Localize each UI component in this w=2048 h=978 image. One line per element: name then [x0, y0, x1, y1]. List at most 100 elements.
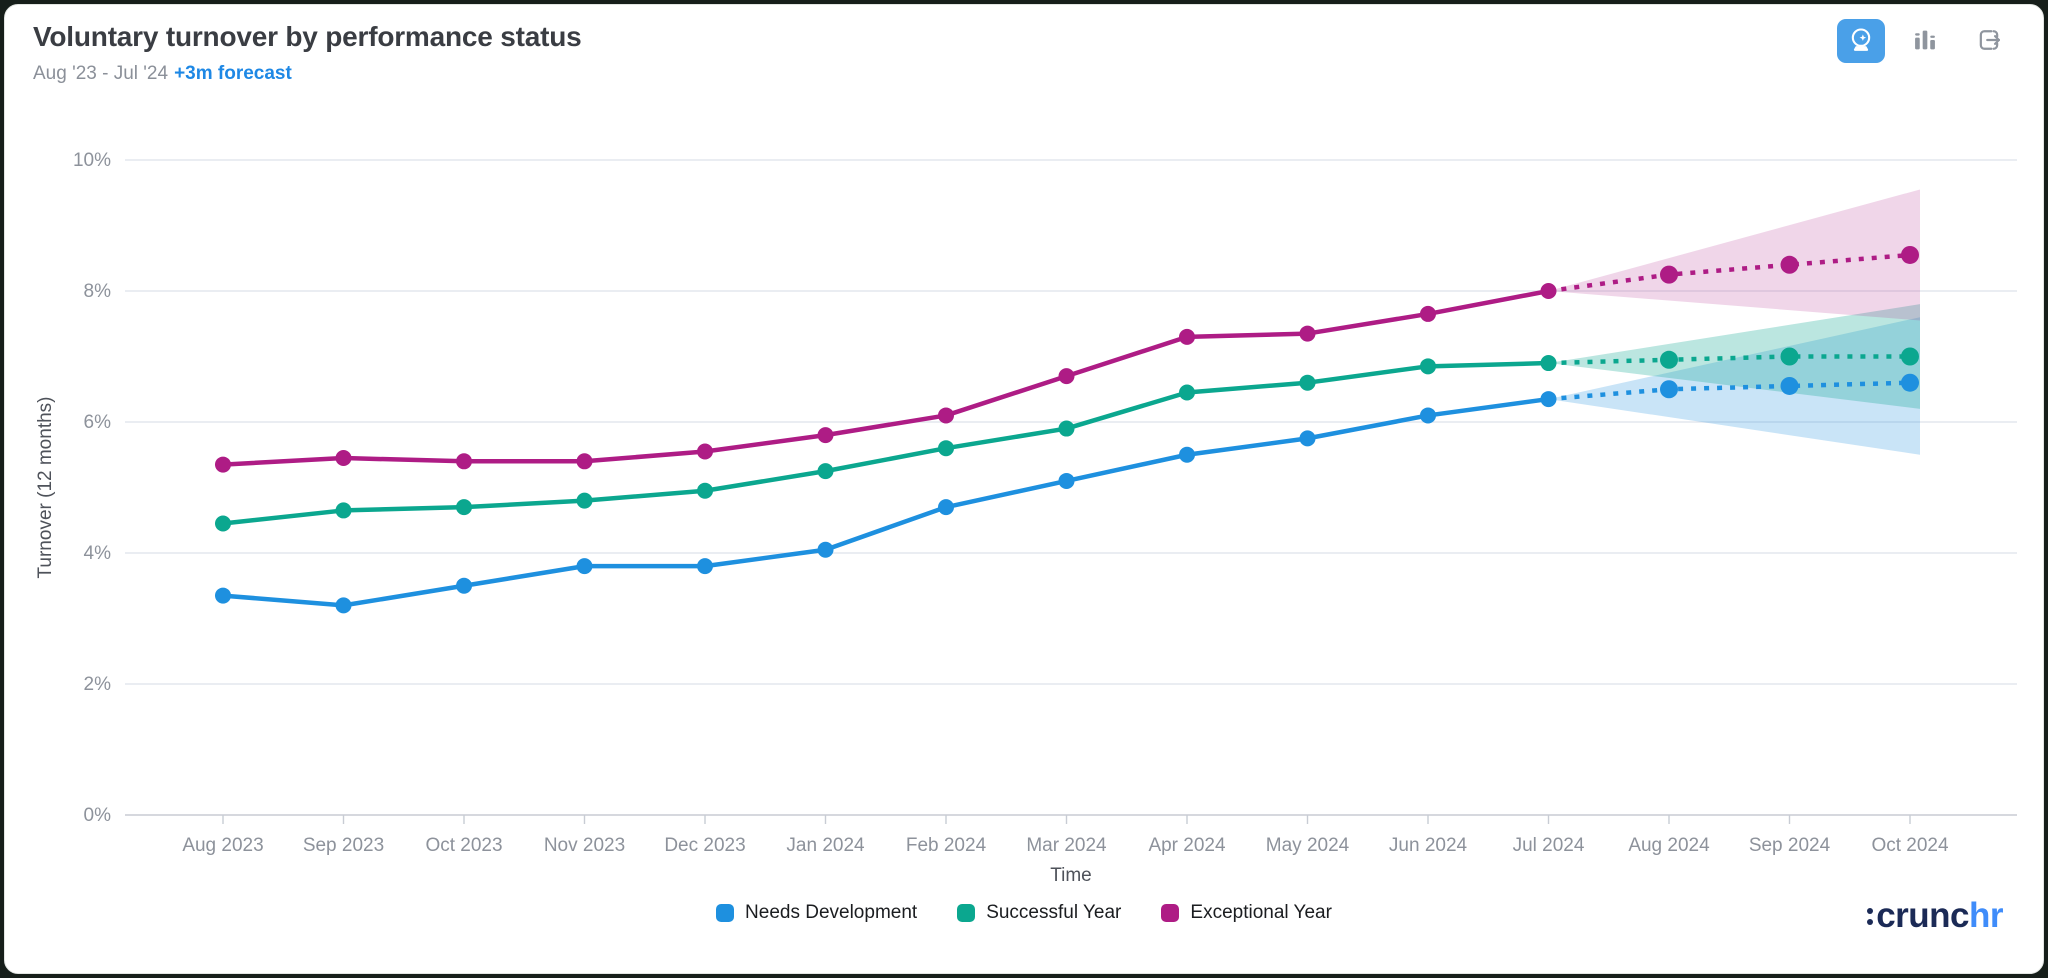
dot-exceptional-year-jun-2024[interactable] — [1420, 305, 1436, 322]
dot-exceptional-year-oct-2023[interactable] — [456, 453, 472, 470]
dot-needs-development-sep-2023[interactable] — [335, 597, 352, 614]
dot-exceptional-year-sep-2024[interactable] — [1780, 255, 1799, 274]
forecast-line-successful-year — [1548, 354, 1910, 366]
legend-item-exceptional-year[interactable]: Exceptional Year — [1161, 902, 1332, 924]
toolbar — [1837, 19, 2013, 63]
x-tick-label: Jun 2024 — [1389, 835, 1468, 856]
y-axis-title: Turnover (12 months) — [35, 397, 56, 579]
y-tick-label: 2% — [84, 674, 112, 695]
export-icon — [1975, 26, 2003, 57]
x-tick-label: Aug 2023 — [182, 835, 263, 856]
dot-needs-development-nov-2023[interactable] — [576, 558, 593, 575]
dot-successful-year-nov-2023[interactable] — [576, 492, 593, 509]
dot-exceptional-year-jul-2024[interactable] — [1540, 283, 1557, 299]
crunchr-logo: crunc hr — [1867, 896, 2004, 936]
dot-successful-year-jun-2024[interactable] — [1420, 358, 1436, 375]
x-tick-label: Sep 2023 — [303, 835, 384, 856]
x-tick-label: Oct 2023 — [425, 835, 502, 856]
chart-card: 0% 2% 4% 6% 8% 10% Aug 2023 Sep 2023 Oct 2023 Nov… — [4, 4, 2044, 974]
dot-needs-development-dec-2023[interactable] — [697, 558, 713, 575]
dot-exceptional-year-jan-2024[interactable] — [817, 427, 834, 444]
dot-needs-development-jul-2024[interactable] — [1540, 391, 1557, 408]
crystal-ball-icon — [1847, 26, 1875, 57]
dot-needs-development-jun-2024[interactable] — [1420, 407, 1436, 424]
legend: Needs Development Successful Year Except… — [5, 902, 2043, 924]
dot-successful-year-oct-2024[interactable] — [1901, 347, 1919, 366]
dot-successful-year-jan-2024[interactable] — [817, 463, 834, 480]
legend-item-needs-development[interactable]: Needs Development — [716, 902, 917, 924]
line-needs-development — [220, 396, 1551, 608]
crunchr-logo-dots-icon — [1867, 907, 1874, 925]
dot-successful-year-aug-2023[interactable] — [215, 515, 231, 532]
dot-exceptional-year-apr-2024[interactable] — [1179, 328, 1195, 345]
dot-needs-development-sep-2024[interactable] — [1780, 376, 1799, 395]
chart-header: Voluntary turnover by performance status… — [33, 21, 582, 85]
legend-swatch-successful-year — [957, 904, 976, 922]
dot-exceptional-year-oct-2024[interactable] — [1901, 245, 1919, 264]
forecast-line-exceptional-year — [1548, 252, 1911, 294]
dot-successful-year-feb-2024[interactable] — [938, 440, 954, 457]
x-tick-label: Sep 2024 — [1749, 835, 1831, 856]
dot-exceptional-year-nov-2023[interactable] — [576, 453, 593, 470]
dot-exceptional-year-feb-2024[interactable] — [938, 407, 954, 424]
dot-exceptional-year-mar-2024[interactable] — [1058, 368, 1075, 385]
legend-label: Needs Development — [745, 902, 918, 923]
y-tick-label: 4% — [84, 543, 112, 564]
dot-successful-year-mar-2024[interactable] — [1058, 420, 1075, 437]
logo-text-accent: hr — [1969, 896, 2004, 935]
dot-successful-year-dec-2023[interactable] — [697, 482, 713, 499]
page-title: Voluntary turnover by performance status — [33, 21, 582, 52]
x-tick-label: Aug 2024 — [1628, 835, 1710, 856]
turnover-line-chart: 0% 2% 4% 6% 8% 10% Aug 2023 Sep 2023 Oct 2023 Nov… — [35, 150, 2017, 886]
forecast-band-exceptional-year — [1548, 189, 1920, 321]
dot-needs-development-mar-2024[interactable] — [1058, 472, 1075, 489]
dot-exceptional-year-dec-2023[interactable] — [697, 443, 713, 460]
x-tick-label: Jan 2024 — [786, 835, 865, 856]
x-tick-label: Dec 2023 — [664, 835, 745, 856]
dot-needs-development-feb-2024[interactable] — [938, 499, 954, 516]
date-range-label: Aug '23 - Jul '24 — [33, 63, 169, 84]
export-button[interactable] — [1965, 19, 2013, 63]
dot-successful-year-apr-2024[interactable] — [1179, 384, 1195, 401]
dot-needs-development-aug-2024[interactable] — [1660, 380, 1678, 399]
forecast-toggle-button[interactable] — [1837, 19, 1885, 63]
x-tick-label: Feb 2024 — [906, 835, 987, 856]
dot-needs-development-may-2024[interactable] — [1299, 430, 1316, 447]
legend-label: Exceptional Year — [1190, 902, 1332, 923]
dot-exceptional-year-sep-2023[interactable] — [335, 450, 352, 467]
y-tick-label: 8% — [84, 281, 112, 302]
dot-needs-development-oct-2023[interactable] — [456, 577, 472, 594]
dot-successful-year-aug-2024[interactable] — [1660, 350, 1678, 369]
line-exceptional-year — [220, 288, 1551, 467]
dot-exceptional-year-aug-2023[interactable] — [215, 456, 231, 473]
y-tick-label: 10% — [73, 150, 111, 171]
x-tick-label: Jul 2024 — [1513, 835, 1585, 856]
x-tick-label: Nov 2023 — [544, 835, 625, 856]
forecast-band-needs-development — [1548, 317, 1920, 455]
dot-needs-development-jan-2024[interactable] — [817, 541, 834, 558]
x-tick-label: Apr 2024 — [1148, 835, 1226, 856]
forecast-band-successful-year — [1548, 304, 1920, 409]
dot-needs-development-apr-2024[interactable] — [1179, 446, 1195, 463]
legend-label: Successful Year — [986, 902, 1122, 923]
dot-successful-year-sep-2024[interactable] — [1780, 347, 1799, 366]
legend-swatch-exceptional-year — [1161, 904, 1180, 922]
dot-successful-year-oct-2023[interactable] — [456, 499, 472, 516]
forecast-line-needs-development — [1548, 380, 1911, 402]
dot-successful-year-jul-2024[interactable] — [1540, 355, 1557, 372]
y-tick-label: 0% — [84, 805, 112, 826]
forecast-range-label[interactable]: +3m forecast — [174, 63, 292, 84]
dot-needs-development-oct-2024[interactable] — [1901, 373, 1919, 392]
legend-item-successful-year[interactable]: Successful Year — [957, 902, 1121, 924]
chart-subtitle: Aug '23 - Jul '24 +3m forecast — [33, 63, 582, 85]
legend-swatch-needs-development — [716, 904, 735, 922]
dot-needs-development-aug-2023[interactable] — [215, 587, 231, 604]
dot-successful-year-may-2024[interactable] — [1299, 374, 1316, 391]
bar-chart-view-button[interactable] — [1901, 19, 1949, 63]
dot-exceptional-year-may-2024[interactable] — [1299, 325, 1316, 342]
dot-successful-year-sep-2023[interactable] — [335, 502, 352, 519]
x-tick-label: Mar 2024 — [1026, 835, 1107, 856]
line-successful-year — [220, 360, 1551, 526]
dot-exceptional-year-aug-2024[interactable] — [1660, 265, 1678, 284]
x-tick-label: Oct 2024 — [1871, 835, 1949, 856]
